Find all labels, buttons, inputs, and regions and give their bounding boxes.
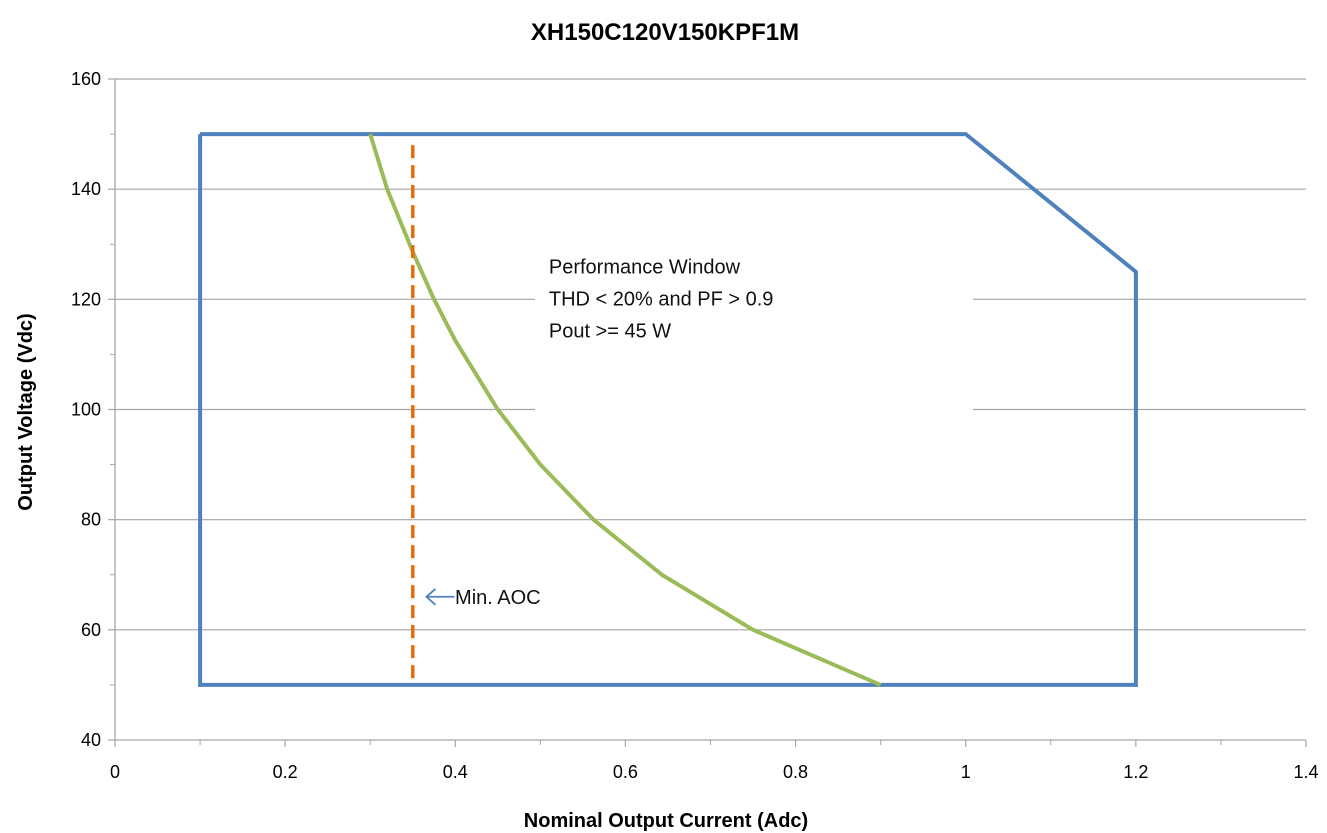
grid [115, 78, 1306, 631]
x-tick-label: 0.6 [613, 762, 638, 782]
y-tick-label: 40 [81, 730, 101, 750]
y-axis-title: Output Voltage (Vdc) [15, 313, 37, 510]
min-aoc-arrowhead [425, 588, 437, 606]
x-tick-label: 0.2 [273, 762, 298, 782]
x-tick-label: 1.2 [1123, 762, 1148, 782]
plot-series [198, 132, 1138, 687]
annotation-line: Performance Window [549, 256, 741, 278]
y-tick-label: 80 [81, 510, 101, 530]
y-tick-label: 140 [71, 179, 101, 199]
y-tick-label: 120 [71, 289, 101, 309]
chart-title: XH150C120V150KPF1M [531, 19, 799, 46]
y-tick-label: 160 [71, 69, 101, 89]
annotation-background [535, 238, 973, 418]
x-axis-title: Nominal Output Current (Adc) [524, 810, 808, 832]
x-tick-label: 1.4 [1293, 762, 1318, 782]
y-tick-label: 60 [81, 620, 101, 640]
x-tick-label: 1 [961, 762, 971, 782]
min-aoc-label: Min. AOC [455, 587, 541, 609]
annotation-line: Pout >= 45 W [549, 320, 671, 342]
y-tick-label: 100 [71, 400, 101, 420]
annotation-line: THD < 20% and PF > 0.9 [549, 288, 774, 310]
power-limit-curve [368, 133, 882, 687]
annotations: Performance Window THD < 20% and PF > 0.9… [425, 256, 774, 609]
x-tick-label: 0 [110, 762, 120, 782]
x-tick-label: 0.8 [783, 762, 808, 782]
x-tick-label: 0.4 [443, 762, 468, 782]
axes: 40 60 80 100 120 140 160 0 0.2 0.4 0.6 0.8 1 1.2 1.4 [71, 69, 1319, 782]
performance-window-boundary [198, 132, 1138, 687]
